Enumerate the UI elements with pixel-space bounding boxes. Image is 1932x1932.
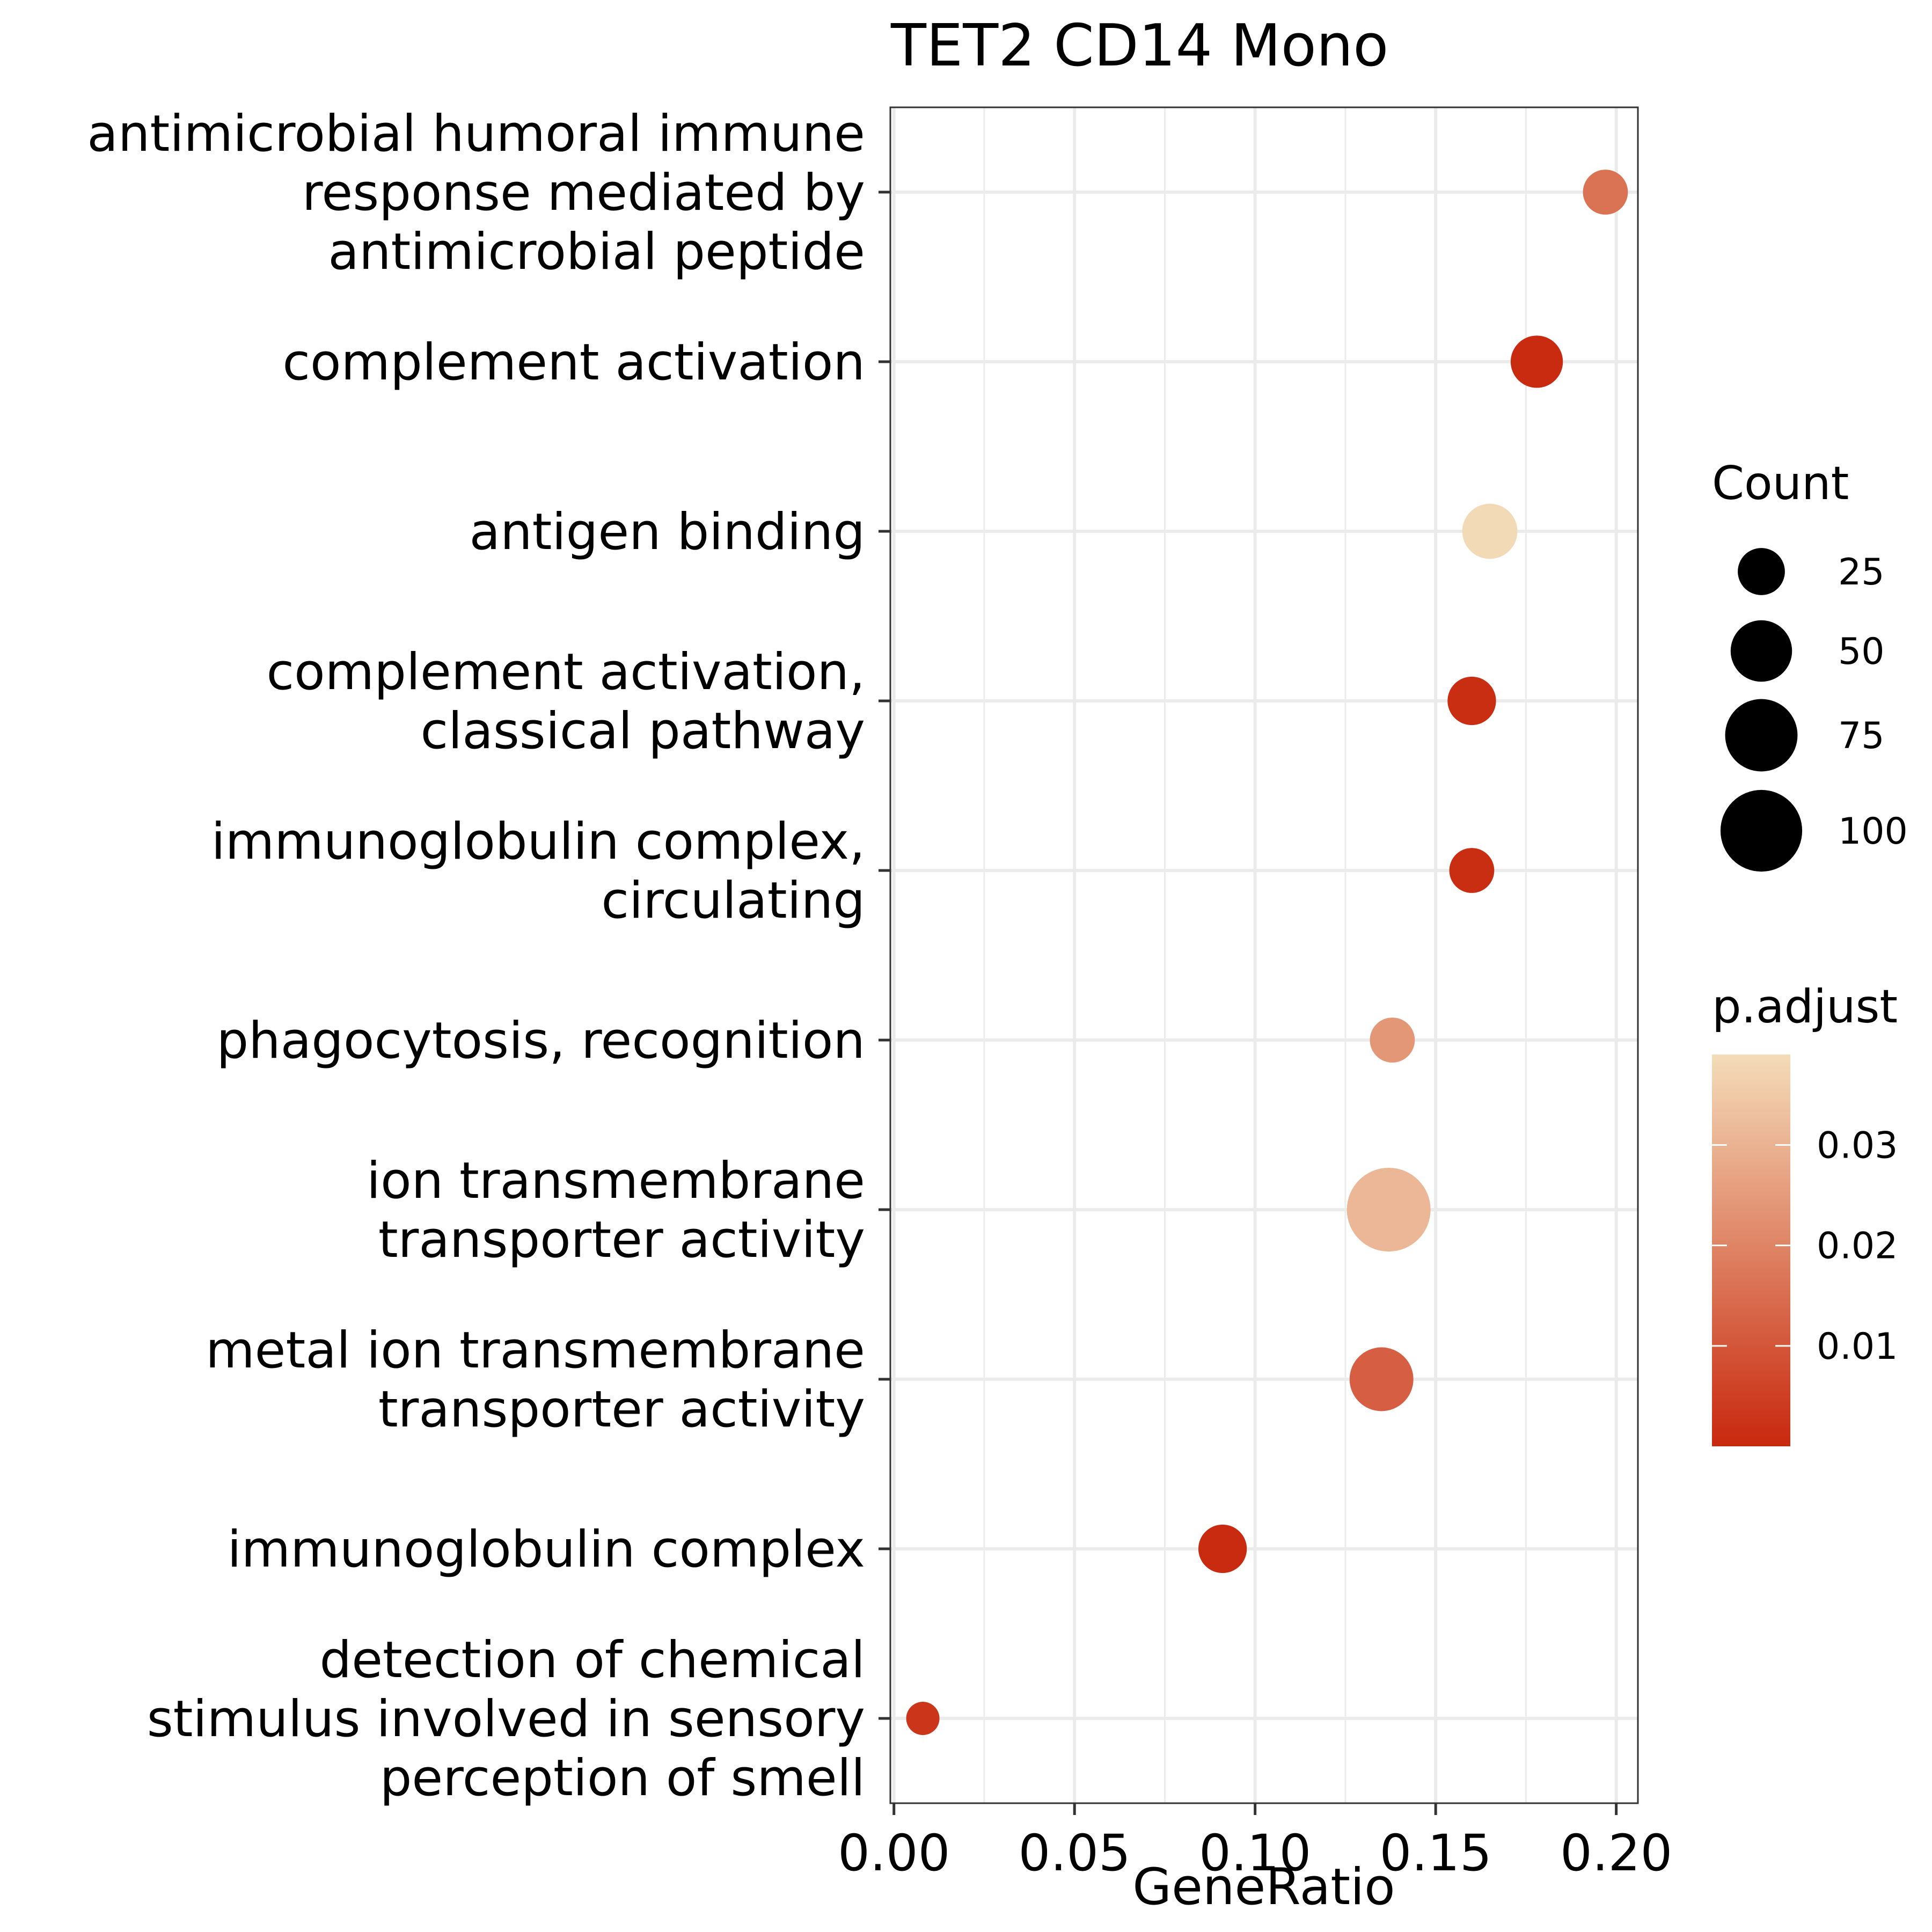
y-tick-label-line: transporter activity — [378, 1380, 865, 1439]
x-tick-label: 0.15 — [1380, 1824, 1492, 1883]
y-tick-label-line: immunoglobulin complex — [228, 1520, 866, 1579]
data-point — [1198, 1524, 1247, 1574]
panel-background — [890, 107, 1638, 1803]
y-tick-label: phagocytosis, recognition — [216, 1012, 865, 1070]
y-tick-label-line: perception of smell — [380, 1749, 865, 1807]
x-axis-title: GeneRatio — [1132, 1858, 1395, 1916]
colorbar-label: 0.01 — [1817, 1326, 1898, 1368]
data-points — [906, 170, 1628, 1735]
x-tick-label: 0.05 — [1019, 1824, 1131, 1883]
y-tick-label: antigen binding — [470, 503, 866, 561]
count-legend-label: 50 — [1838, 631, 1885, 673]
data-point — [1462, 503, 1518, 559]
y-tick-label: detection of chemical stimulus involved i… — [147, 1631, 865, 1807]
count-legend-key — [1720, 789, 1803, 872]
y-tick-label-line: complement activation, — [266, 643, 865, 701]
y-tick-label-line: immunoglobulin complex, — [211, 813, 865, 871]
panel-border — [889, 106, 1639, 1804]
y-tick-label-line: response mediated by — [302, 164, 865, 222]
y-tick-label-line: circulating — [601, 872, 865, 930]
chart-title: TET2 CD14 Mono — [890, 12, 1388, 79]
y-tick-label-line: metal ion transmembrane — [206, 1321, 865, 1380]
count-legend: Count 25 50 75 100 — [1712, 457, 1908, 872]
p-adjust-colorbar — [1712, 1055, 1790, 1446]
data-point — [1583, 170, 1628, 215]
data-point — [1447, 676, 1496, 726]
y-tick-label-line: antimicrobial peptide — [328, 223, 865, 281]
colorbar-label: 0.02 — [1817, 1225, 1898, 1268]
y-tick-label: immunoglobulin complex, circulating — [211, 813, 865, 930]
plot-panel — [889, 106, 1639, 1804]
p-adjust-legend-title: p.adjust — [1712, 980, 1898, 1034]
y-tick-label: complement activation — [282, 333, 865, 392]
data-point — [1449, 848, 1495, 893]
x-tick-label: 0.10 — [1199, 1824, 1311, 1883]
count-legend-label: 75 — [1838, 715, 1885, 757]
y-tick-label: immunoglobulin complex — [228, 1520, 866, 1579]
y-axis: antimicrobial humoral immune response med… — [87, 105, 890, 1807]
y-tick-label-line: antimicrobial humoral immune — [87, 105, 865, 163]
data-point — [1346, 1168, 1431, 1252]
count-legend-label: 25 — [1838, 551, 1885, 594]
x-axis: 0.00 0.05 0.10 0.15 0.20 — [838, 1803, 1672, 1883]
y-tick-label: ion transmembrane transporter activity — [367, 1152, 865, 1269]
y-tick-label-line: transporter activity — [378, 1211, 865, 1269]
y-tick-label-line: detection of chemical — [320, 1631, 865, 1689]
colorbar-label: 0.03 — [1817, 1124, 1898, 1167]
p-adjust-legend: p.adjust 0.01 0.02 0.03 — [1712, 980, 1898, 1446]
count-legend-key — [1725, 699, 1798, 772]
y-tick-label-line: classical pathway — [420, 702, 865, 760]
count-legend-keys: 25 50 75 100 — [1720, 548, 1908, 872]
y-tick-label: antimicrobial humoral immune response med… — [87, 105, 865, 281]
y-tick-label-line: stimulus involved in sensory — [147, 1690, 865, 1748]
count-legend-key — [1738, 548, 1785, 595]
y-tick-label: metal ion transmembrane transporter activ… — [206, 1321, 865, 1439]
count-legend-key — [1730, 620, 1792, 682]
colorbar-ticks: 0.01 0.02 0.03 — [1712, 1124, 1898, 1368]
data-point — [1349, 1347, 1414, 1411]
count-legend-label: 100 — [1838, 810, 1908, 853]
data-point — [1370, 1018, 1415, 1063]
y-tick-label-line: complement activation — [282, 333, 865, 392]
minor-gridlines — [983, 107, 1527, 1803]
y-tick-label-line: phagocytosis, recognition — [216, 1012, 865, 1070]
y-tick-label-line: ion transmembrane — [367, 1152, 865, 1210]
data-point — [906, 1702, 940, 1735]
count-legend-title: Count — [1712, 457, 1849, 510]
data-point — [1510, 335, 1563, 388]
y-tick-label-line: antigen binding — [470, 503, 866, 561]
x-tick-label: 0.20 — [1560, 1824, 1672, 1883]
x-tick-label: 0.00 — [838, 1824, 950, 1883]
y-tick-label: complement activation, classical pathway — [266, 643, 865, 760]
